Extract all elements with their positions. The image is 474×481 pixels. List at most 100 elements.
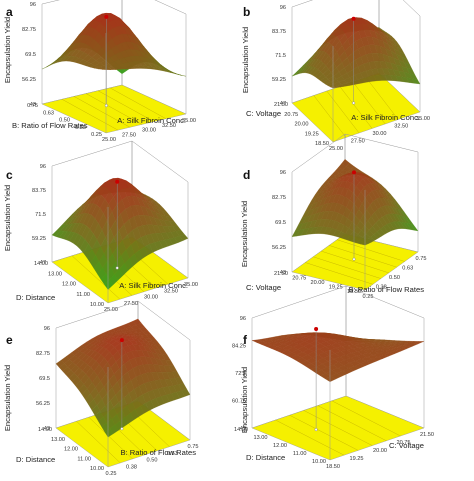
x-tick-label: 27.50	[351, 139, 365, 145]
floor-contour-line	[352, 81, 386, 125]
z-tick-label: 71.5	[35, 212, 46, 218]
floor-contour-line	[317, 405, 387, 441]
z-tick-label: 49	[240, 426, 246, 432]
design-point	[351, 16, 356, 21]
x-tick-label: 0.38	[126, 464, 137, 470]
panel-letter-c: c	[6, 168, 13, 182]
panel-letter-e: e	[6, 333, 13, 347]
x-tick-label: 30.00	[373, 131, 387, 137]
floor-contour-line	[365, 77, 399, 120]
design-point-projection	[115, 266, 119, 270]
surface-cell	[330, 85, 339, 89]
surface-cell	[104, 428, 114, 438]
z-tick-label: 96	[280, 170, 286, 176]
floor-contour-line	[326, 90, 360, 134]
y-tick-label: 20.00	[311, 280, 325, 286]
y-tick-label: 20.75	[284, 112, 298, 118]
x-tick-label: 35.00	[416, 116, 430, 122]
z-tick-label: 47	[40, 260, 46, 266]
z-tick-label: 59.25	[272, 77, 286, 83]
x-tick-label: 0.25	[363, 294, 374, 300]
z-tick-label: 83.75	[272, 29, 286, 35]
design-point	[115, 179, 120, 184]
z-tick-label: 82.75	[22, 27, 36, 33]
y-tick-label: 11.00	[293, 451, 307, 457]
z-tick-label: 96	[240, 316, 246, 322]
y-axis-title: D: Distance	[16, 455, 55, 464]
y-tick-label: 13.00	[48, 271, 62, 277]
surface-cell	[360, 241, 369, 246]
y-axis-title: D: Distance	[246, 453, 285, 462]
x-tick-label: 25.00	[102, 137, 116, 143]
design-point-projection	[104, 103, 108, 108]
z-axis-title: Encapsulation Yield	[240, 367, 249, 433]
design-point-projection	[352, 257, 356, 261]
x-tick-label: 0.63	[402, 266, 413, 272]
surface-cell	[324, 375, 337, 382]
design-point	[314, 326, 319, 331]
z-tick-label: 96	[40, 164, 46, 170]
x-tick-label: 20.00	[373, 448, 387, 454]
panel-b: b 96 83.75 71.5 59.25 47 Encapsulation Yield 25…	[241, 0, 430, 152]
x-tick-label: 19.25	[350, 456, 364, 462]
z-axis-title: Encapsulation Yield	[3, 185, 12, 251]
x-tick-label: 32.50	[394, 124, 408, 130]
y-tick-label: 13.00	[254, 435, 268, 441]
floor-contour-line	[313, 256, 381, 279]
y-axis-title: D: Distance	[16, 293, 55, 302]
floor-contour-line	[303, 410, 373, 446]
z-tick-label: 96	[44, 326, 50, 332]
z-tick-label: 82.75	[272, 195, 286, 201]
x-tick-label: 0.50	[389, 275, 400, 281]
x-tick-label: 0.75	[416, 256, 427, 262]
floor-contour-line	[321, 250, 389, 274]
panel-letter-f: f	[243, 333, 248, 347]
x-tick-label: 32.50	[162, 123, 176, 129]
floor-contour-line	[97, 90, 155, 122]
panel-letter-a: a	[6, 5, 13, 19]
y-tick-label: 14.00	[38, 427, 52, 433]
floor-contour-line	[71, 255, 121, 300]
x-axis-title: A: Silk Fibroin Conc.	[117, 116, 186, 125]
design-point-projection	[352, 101, 356, 105]
z-tick-label: 43	[30, 102, 36, 108]
design-point	[119, 338, 124, 343]
y-axis-title: B: Ratio of Flow Rates	[12, 121, 88, 130]
y-tick-label: 12.00	[62, 282, 76, 288]
x-tick-label: 20.75	[397, 440, 411, 446]
floor-contour-line	[339, 86, 373, 129]
y-tick-label: 0.75	[27, 103, 38, 109]
x-tick-label: 25.00	[329, 146, 343, 152]
surface-cell	[45, 61, 56, 68]
y-tick-label: 13.00	[51, 437, 65, 443]
z-axis-title: Encapsulation Yield	[240, 201, 249, 267]
y-tick-label: 12.00	[64, 447, 78, 453]
z-tick-label: 56.25	[272, 245, 286, 251]
y-tick-label: 11.00	[77, 456, 91, 462]
floor-contour-line	[85, 93, 143, 125]
y-tick-label: 18.50	[347, 289, 361, 295]
floor-contour-line	[313, 95, 347, 138]
y-tick-label: 0.38	[75, 125, 86, 131]
floor-contour-line	[336, 239, 405, 262]
panel-letter-b: b	[243, 5, 250, 19]
floor-contour-line	[76, 421, 121, 464]
y-tick-label: 12.00	[273, 443, 287, 449]
floor-contour-line	[109, 87, 167, 119]
z-tick-label: 69.5	[275, 220, 286, 226]
z-tick-label: 56.25	[22, 77, 36, 83]
x-tick-label: 30.00	[144, 295, 158, 301]
design-point	[352, 170, 356, 175]
z-tick-label: 69.5	[39, 376, 50, 382]
y-tick-label: 14.00	[34, 261, 48, 267]
z-tick-label: 83.75	[32, 188, 46, 194]
y-axis-title: C: Voltage	[246, 109, 281, 118]
z-tick-label: 59.25	[32, 236, 46, 242]
z-tick-label: 82.75	[36, 351, 50, 357]
floor-contour-line	[88, 417, 133, 460]
y-tick-label: 14.00	[234, 427, 248, 433]
floor-contour-line	[73, 96, 131, 128]
